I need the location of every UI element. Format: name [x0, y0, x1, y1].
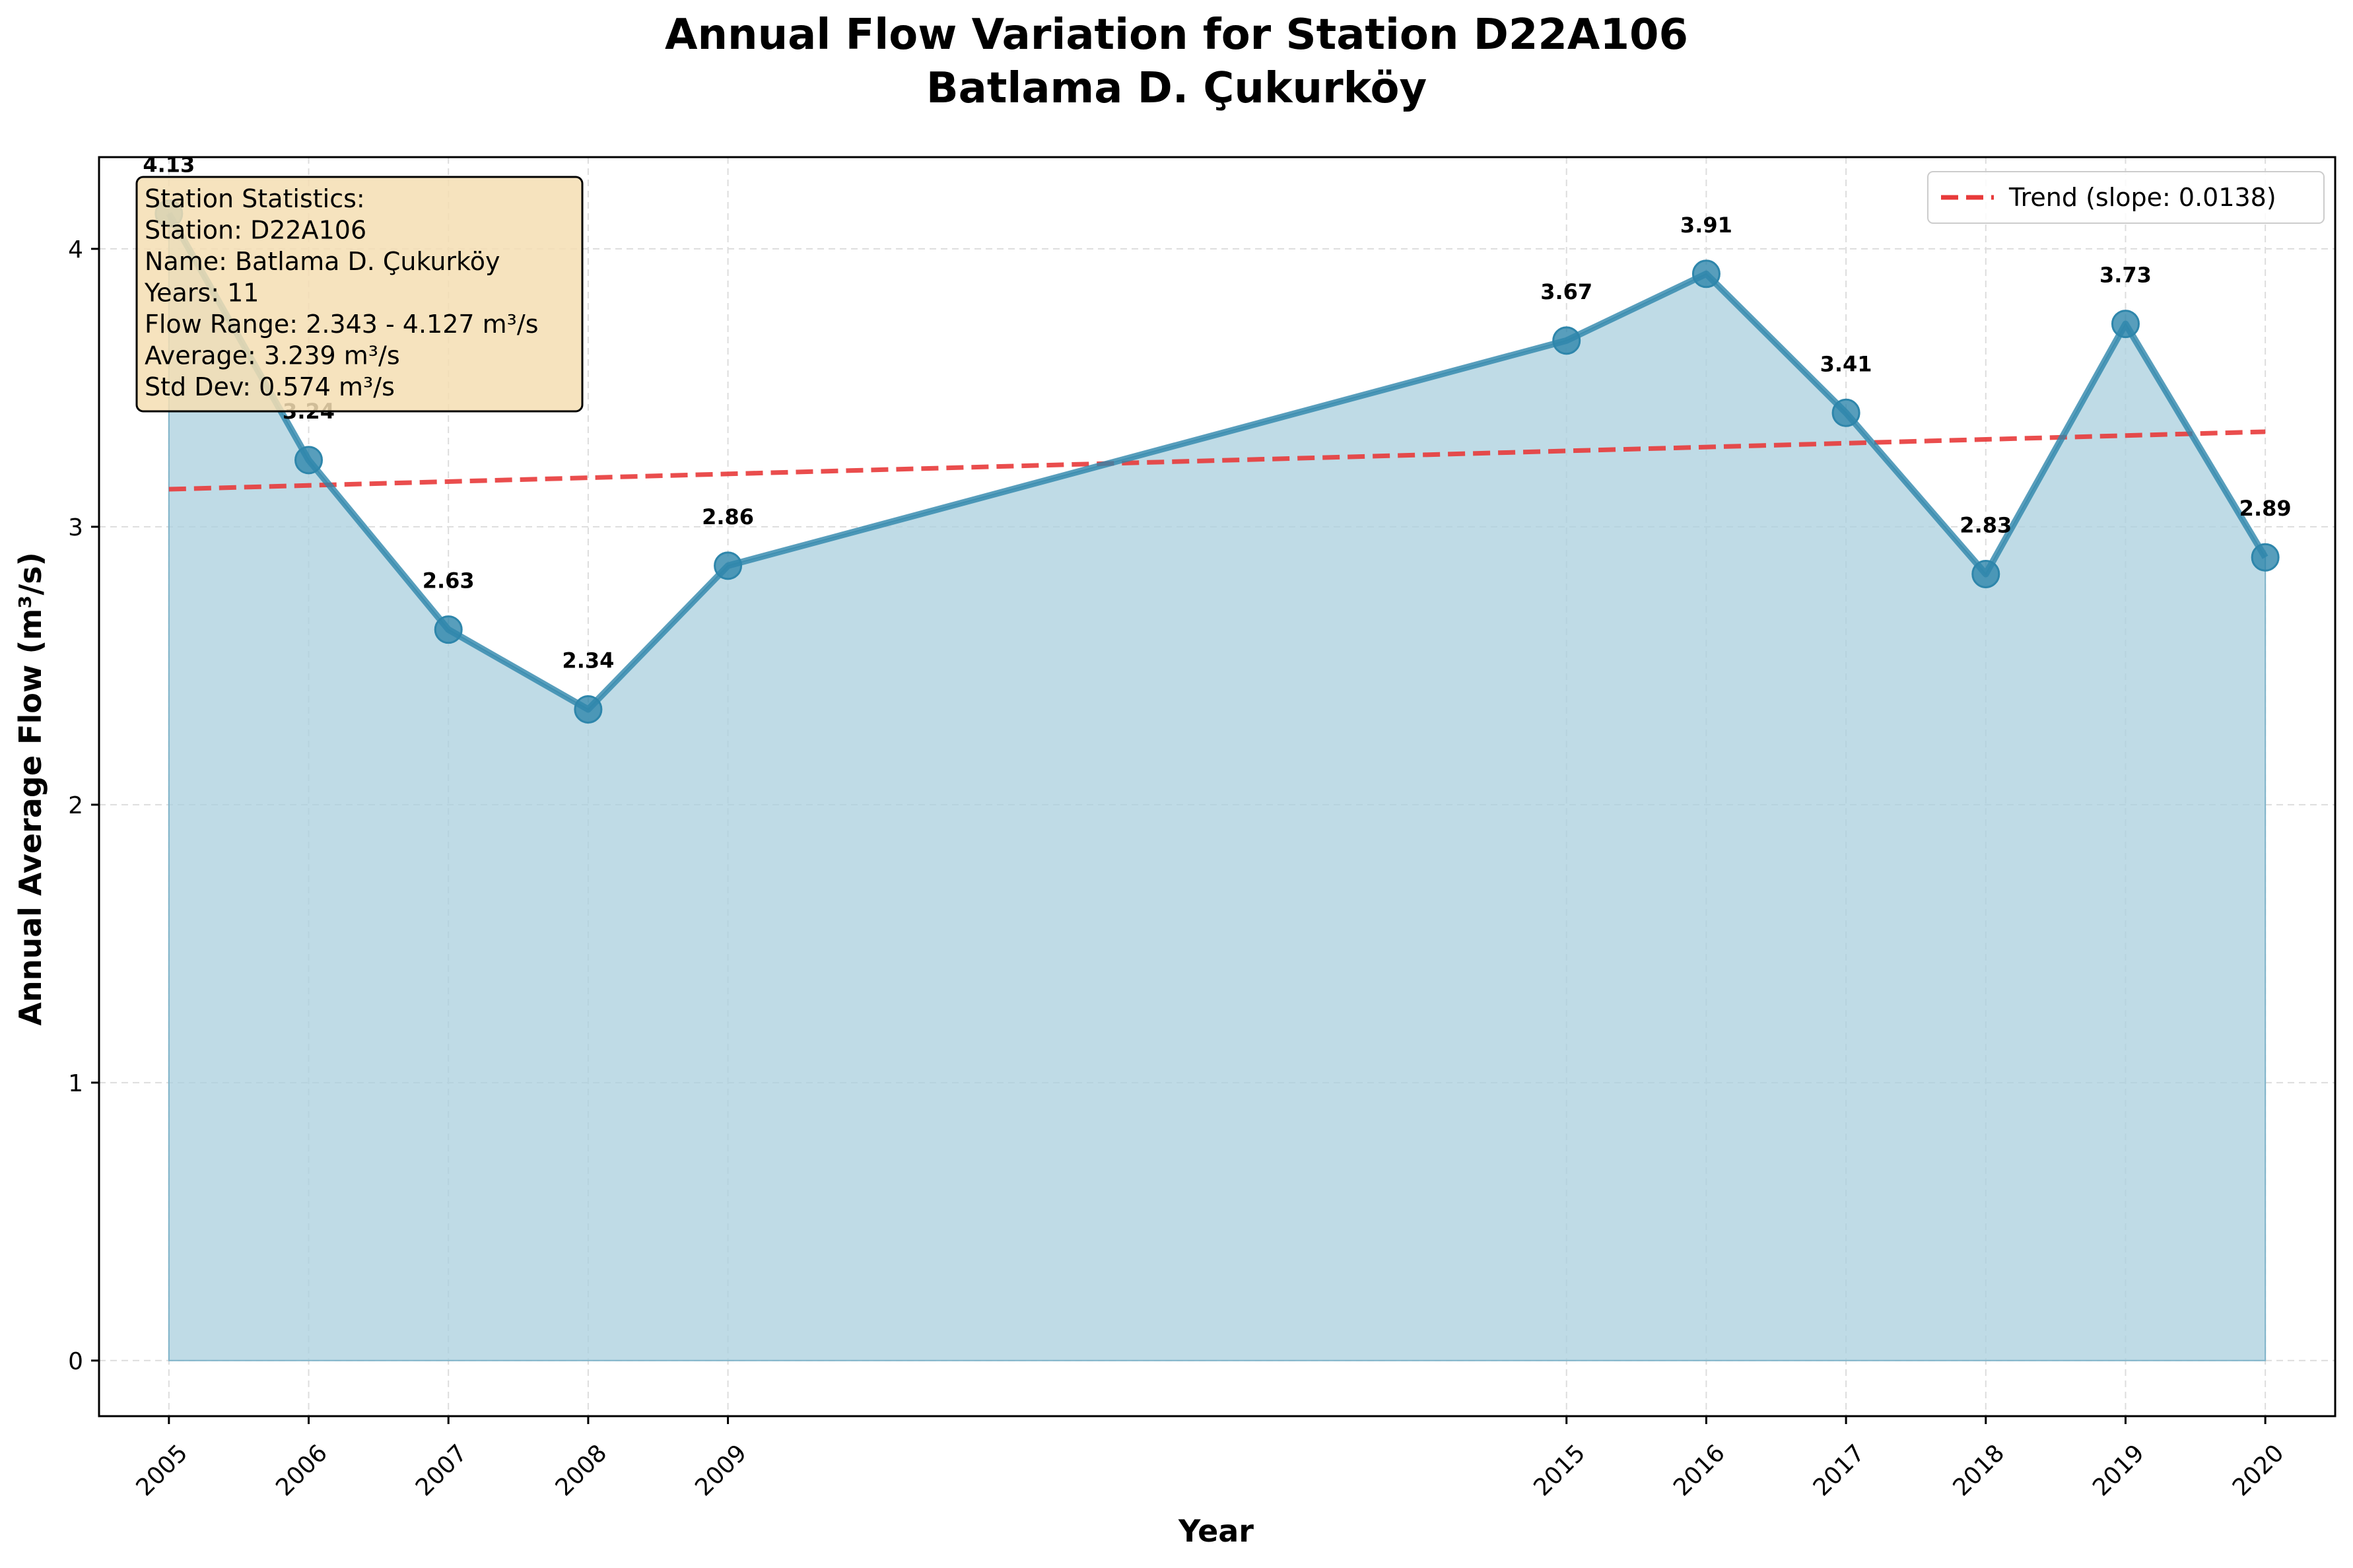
trend-line-group — [168, 429, 2266, 492]
x-tick-label-2017: 2017 — [1808, 1439, 1870, 1501]
x-tick-label-2005: 2005 — [131, 1439, 193, 1501]
data-point-2007 — [434, 615, 463, 644]
legend-box — [1927, 171, 2325, 224]
x-axis-ticks: 2005 2006 2007 2008 2009 2015 2016 2017 2018 2019… — [131, 1416, 2290, 1501]
data-point-2018 — [1971, 559, 2000, 588]
legend: Trend (slope: 0.0138) — [1927, 171, 2325, 224]
x-tick-label-2019: 2019 — [2088, 1439, 2150, 1501]
data-point-2020 — [2251, 543, 2280, 572]
trend-line — [168, 429, 2266, 492]
stats-line-6: Average: 3.239 m³/s — [145, 341, 400, 370]
x-tick-label-2007: 2007 — [411, 1439, 473, 1501]
data-point-2006 — [294, 446, 324, 475]
x-tick-label-2020: 2020 — [2228, 1439, 2290, 1501]
data-label-2018: 2.83 — [1960, 512, 2012, 537]
data-label-2016: 3.91 — [1680, 213, 1732, 238]
markers — [154, 199, 2280, 724]
stats-line-4: Years: 11 — [144, 279, 259, 308]
x-tick-label-2009: 2009 — [690, 1439, 752, 1501]
x-tick-label-2015: 2015 — [1528, 1439, 1590, 1501]
data-point-2016 — [1691, 259, 1721, 289]
stats-line-3: Name: Batlama D. Çukurköy — [145, 247, 500, 276]
plot-frame — [98, 156, 2336, 1417]
x-tick-label-2016: 2016 — [1668, 1439, 1730, 1501]
stats-line-2: Station: D22A106 — [145, 216, 366, 245]
y-tick-label-3: 3 — [68, 514, 83, 541]
legend-trend-label: Trend (slope: 0.0138) — [2008, 183, 2276, 212]
stats-line-1: Station Statistics: — [145, 184, 365, 213]
stats-line-7: Std Dev: 0.574 m³/s — [145, 372, 395, 401]
y-tick-label-2: 2 — [68, 792, 83, 819]
data-point-2015 — [1552, 326, 1581, 355]
x-tick-label-2008: 2008 — [551, 1439, 613, 1501]
data-label-2008: 2.34 — [562, 648, 614, 673]
data-label-2005: 4.13 — [143, 152, 195, 177]
stats-box-background — [135, 176, 584, 413]
chart-title-line1: Annual Flow Variation for Station D22A10… — [665, 11, 1688, 59]
data-point-2008 — [574, 695, 603, 724]
y-axis-label: Annual Average Flow (m³/s) — [13, 552, 48, 1025]
x-tick-label-2006: 2006 — [271, 1439, 333, 1501]
y-tick-label-1: 1 — [68, 1070, 83, 1097]
data-label-2020: 2.89 — [2239, 496, 2292, 521]
data-point-2009 — [714, 551, 743, 580]
data-label-2009: 2.86 — [702, 504, 754, 529]
data-label-2019: 3.73 — [2099, 263, 2152, 288]
data-point-2019 — [2111, 310, 2140, 339]
data-label-2017: 3.41 — [1820, 351, 1872, 376]
stats-line-5: Flow Range: 2.343 - 4.127 m³/s — [145, 310, 539, 339]
y-tick-label-0: 0 — [68, 1348, 83, 1375]
data-label-2015: 3.67 — [1540, 279, 1592, 304]
y-tick-label-4: 4 — [68, 236, 83, 263]
x-axis-label: Year — [1178, 1513, 1254, 1549]
data-label-2007: 2.63 — [423, 568, 475, 594]
stats-box: Station Statistics: Station: D22A106Name:… — [135, 176, 584, 413]
y-axis-ticks: 0 1 2 3 4 — [68, 236, 99, 1375]
x-tick-label-2018: 2018 — [1948, 1439, 2010, 1501]
data-point-2017 — [1831, 398, 1860, 427]
chart-title-line2: Batlama D. Çukurköy — [926, 64, 1427, 113]
